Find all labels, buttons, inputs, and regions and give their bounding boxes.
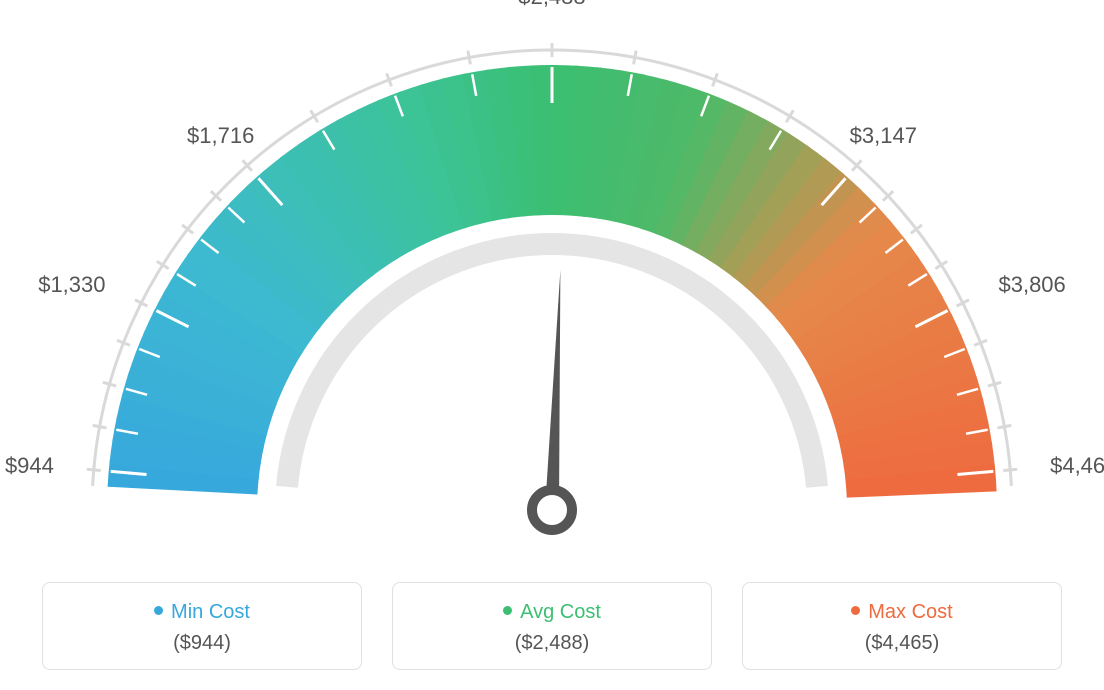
legend-max: Max Cost ($4,465) bbox=[742, 582, 1062, 670]
gauge-chart: $944$1,330$1,716$2,488$3,147$3,806$4,465 bbox=[22, 0, 1082, 560]
legend-max-label: Max Cost bbox=[753, 601, 1051, 624]
gauge-svg bbox=[22, 0, 1082, 560]
dot-icon bbox=[503, 606, 512, 615]
legend-max-value: ($4,465) bbox=[753, 632, 1051, 655]
legend-min-label: Min Cost bbox=[53, 601, 351, 624]
legend-avg-value: ($2,488) bbox=[403, 632, 701, 655]
legend-avg: Avg Cost ($2,488) bbox=[392, 582, 712, 670]
dot-icon bbox=[154, 606, 163, 615]
gauge-tick-label: $1,716 bbox=[187, 123, 254, 149]
legend-min-value: ($944) bbox=[53, 632, 351, 655]
gauge-tick-label: $2,488 bbox=[518, 0, 585, 10]
gauge-tick-label: $944 bbox=[5, 453, 54, 479]
gauge-tick-label: $3,147 bbox=[850, 123, 917, 149]
legend-row: Min Cost ($944) Avg Cost ($2,488) Max Co… bbox=[0, 582, 1104, 670]
legend-min: Min Cost ($944) bbox=[42, 582, 362, 670]
legend-avg-label: Avg Cost bbox=[403, 601, 701, 624]
legend-max-label-text: Max Cost bbox=[868, 601, 952, 623]
legend-min-label-text: Min Cost bbox=[171, 601, 250, 623]
gauge-tick-label: $3,806 bbox=[998, 272, 1065, 298]
gauge-tick-label: $4,465 bbox=[1050, 453, 1104, 479]
legend-avg-label-text: Avg Cost bbox=[520, 601, 601, 623]
gauge-tick-label: $1,330 bbox=[38, 272, 105, 298]
dot-icon bbox=[851, 606, 860, 615]
